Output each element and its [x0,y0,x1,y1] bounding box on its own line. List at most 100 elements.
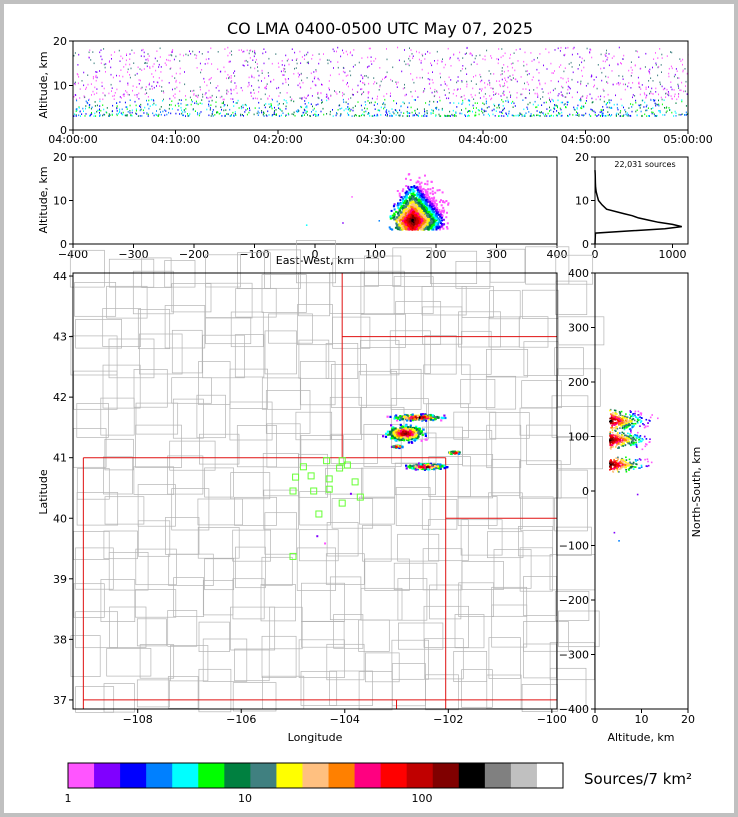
east-west-source [420,223,423,226]
time-height-source [99,100,101,103]
time-height-source [391,80,393,82]
time-height-source [129,99,131,101]
east-west-source [435,199,438,202]
east-west-source [407,173,410,176]
time-height-source [119,80,121,83]
time-height-source [664,87,666,90]
county-outline [359,496,395,525]
time-height-source [267,98,269,100]
time-height-source [577,81,579,83]
plan-view-source [436,463,439,466]
time-height-source [602,60,604,62]
time-height-source [406,115,408,117]
time-height-source [315,104,317,106]
time-height-source [129,104,131,107]
time-height-source [553,106,555,109]
plan-view-source [406,435,409,438]
east-west-source [434,191,437,194]
east-west-source [422,223,425,226]
time-height-source [328,80,330,82]
time-height-source [268,103,270,105]
time-height-source [513,52,515,54]
time-height-source [505,100,507,102]
time-height-source [132,89,133,92]
time-height-source [307,95,309,97]
time-height-source [390,92,391,95]
time-height-source [258,74,260,77]
time-height-source [352,88,353,91]
time-height-source [221,115,223,117]
lma-figure: CO LMA 0400-0500 UTC May 07, 2025 04:00:… [37,19,713,805]
altitude-tick-label: 10 [575,195,589,208]
time-height-source [162,100,164,102]
east-west-source [396,212,399,215]
time-height-source [340,55,342,58]
time-height-source [489,82,491,84]
east-west-source [437,217,440,220]
east-west-source [399,224,402,227]
time-height-source [163,98,164,101]
county-outline [486,674,522,709]
time-height-source [537,57,538,59]
time-height-source [564,103,566,105]
county-outline [70,635,101,677]
east-west-source [407,211,410,214]
time-height-source [356,114,357,117]
time-height-source [105,63,107,65]
time-height-source [649,68,651,71]
east-west-source [427,207,430,210]
plan-view-source [419,430,422,433]
county-outline [332,316,371,349]
time-height-source [601,111,603,113]
time-height-source [541,88,543,90]
time-height-source [438,113,440,116]
east-west-source [417,207,420,210]
east-west-source [396,227,399,230]
east-west-source [429,215,432,218]
east-west-source [413,190,416,193]
east-west-source [434,207,437,210]
east-west-source [429,201,432,204]
east-west-source [434,214,437,217]
county-outline [362,524,392,562]
east-west-source [414,207,417,210]
time-height-source [116,88,118,91]
time-height-source [657,74,659,77]
time-height-source [307,61,309,63]
east-west-source [431,217,434,220]
east-west-source [419,220,422,223]
time-height-source [490,55,492,57]
time-height-source [373,77,375,79]
county-outline [230,472,271,500]
time-height-source [626,112,628,114]
time-height-source [607,82,609,84]
time-height-source [492,87,494,90]
east-west-source [405,221,408,224]
time-height-source [507,76,509,79]
time-height-source [210,82,211,84]
time-height-source [501,78,503,81]
time-height-source [622,83,624,86]
time-height-source [658,99,659,102]
time-height-source [420,60,422,62]
time-height-source [212,109,214,111]
time-height-source [179,72,181,75]
time-height-source [461,80,463,82]
east-west-source [419,219,422,222]
time-height-source [481,90,482,92]
time-height-source [99,70,101,72]
time-height-source [350,97,352,99]
time-height-source [557,99,559,102]
time-height-source [671,51,673,54]
time-height-source [452,114,454,117]
time-height-source [641,115,643,117]
time-height-source [317,92,319,94]
time-height-source [652,80,654,82]
time-height-source [315,110,317,113]
time-height-source [457,57,459,60]
time-height-source [534,100,536,103]
east-west-source [437,222,440,225]
east-west-source [415,197,418,199]
time-height-source [402,87,404,90]
